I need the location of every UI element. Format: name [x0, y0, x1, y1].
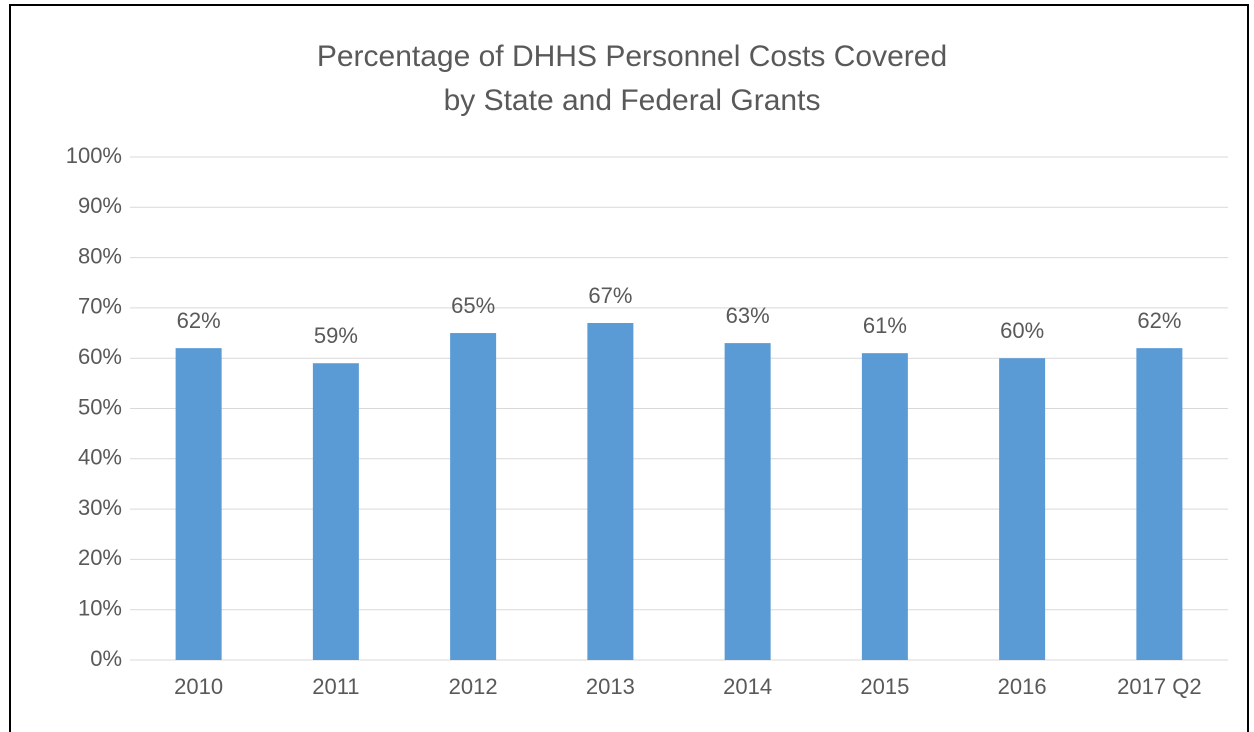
bar	[724, 343, 771, 660]
data-label: 62%	[177, 308, 221, 333]
bar	[1136, 348, 1183, 660]
y-tick-label: 50%	[78, 394, 122, 419]
data-label: 63%	[726, 303, 770, 328]
y-tick-label: 10%	[78, 596, 122, 621]
x-tick-label: 2014	[723, 674, 772, 699]
data-label: 59%	[314, 323, 358, 348]
x-tick-label: 2013	[586, 674, 635, 699]
bar	[450, 333, 497, 660]
bar	[175, 348, 222, 660]
data-label: 65%	[451, 293, 495, 318]
data-label: 62%	[1137, 308, 1181, 333]
x-tick-label: 2011	[312, 674, 359, 699]
data-label: 67%	[588, 283, 632, 308]
y-tick-label: 20%	[78, 545, 122, 570]
y-tick-label: 60%	[78, 344, 122, 369]
y-tick-label: 70%	[78, 294, 122, 319]
chart-border	[9, 4, 1249, 732]
data-label: 61%	[863, 313, 907, 338]
x-tick-label: 2012	[449, 674, 498, 699]
chart-title: by State and Federal Grants	[444, 84, 821, 117]
x-tick-label: 2017 Q2	[1117, 674, 1201, 699]
bar	[312, 363, 359, 660]
x-tick-label: 2016	[998, 674, 1047, 699]
y-tick-label: 100%	[66, 143, 122, 168]
chart-title: Percentage of DHHS Personnel Costs Cover…	[317, 40, 947, 73]
bar	[587, 322, 634, 660]
x-tick-label: 2010	[174, 674, 223, 699]
x-tick-label: 2015	[860, 674, 909, 699]
bar	[861, 353, 908, 660]
y-tick-label: 90%	[78, 193, 122, 218]
bar	[999, 358, 1046, 660]
y-tick-label: 0%	[90, 646, 122, 671]
y-tick-label: 80%	[78, 243, 122, 268]
data-label: 60%	[1000, 318, 1044, 343]
y-tick-label: 30%	[78, 495, 122, 520]
y-tick-label: 40%	[78, 445, 122, 470]
